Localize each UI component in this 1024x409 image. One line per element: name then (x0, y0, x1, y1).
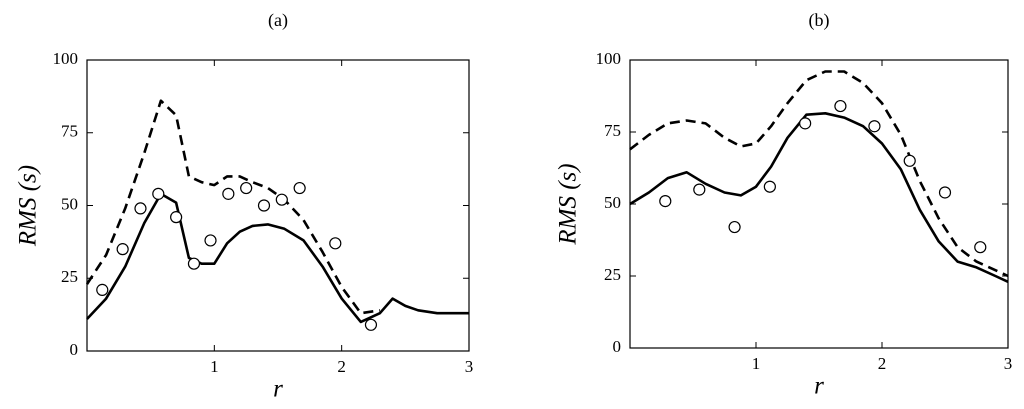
y-tick-label: 0 (70, 340, 79, 359)
series-markers (96, 181, 378, 331)
y-tick-label: 0 (613, 337, 622, 356)
y-tick-label: 100 (596, 49, 622, 68)
y-tick-label: 75 (61, 122, 78, 141)
data-point-marker (659, 195, 672, 208)
y-tick-label: 25 (604, 265, 621, 284)
data-point-marker (938, 186, 952, 199)
panel-title: (b) (809, 10, 830, 31)
data-point-marker (364, 318, 378, 331)
x-tick-label: 3 (465, 357, 474, 376)
plot-frame (629, 59, 1009, 349)
data-point-marker (96, 283, 109, 296)
data-point-marker (974, 241, 987, 254)
x-tick-label: 1 (752, 354, 761, 373)
data-point-marker (293, 181, 306, 195)
data-point-marker (275, 193, 288, 206)
y-tick-label: 75 (604, 121, 621, 140)
x-tick-label: 2 (878, 354, 887, 373)
y-axis-label: RMS (s) (15, 165, 42, 247)
x-tick-label: 3 (1004, 354, 1013, 373)
data-point-marker (868, 120, 881, 133)
x-axis-label: r (814, 373, 824, 400)
data-point-marker (329, 237, 342, 250)
data-point-marker (799, 117, 812, 130)
panel-title: (a) (268, 10, 288, 31)
data-point-marker (257, 199, 271, 212)
x-tick-label: 1 (210, 357, 219, 376)
data-point-marker (116, 243, 129, 256)
y-tick-label: 50 (61, 194, 78, 213)
y-tick-label: 100 (53, 49, 79, 68)
data-point-marker (134, 202, 147, 215)
data-point-marker (903, 154, 916, 167)
y-tick-label: 25 (61, 267, 78, 286)
data-point-marker (693, 183, 706, 196)
series-dashed-line (85, 99, 381, 315)
chart-panel-b: (b) 0 25 50 75 100 1 2 3 r RMS (s) (555, 10, 1013, 400)
data-point-marker (728, 220, 741, 234)
data-point-marker (187, 257, 201, 270)
data-point-marker (152, 187, 165, 200)
data-point-marker (204, 234, 217, 247)
series-markers (659, 99, 987, 254)
data-point-marker (170, 211, 183, 224)
series-solid-line (629, 112, 1009, 283)
data-point-marker (222, 187, 235, 200)
x-tick-label: 2 (337, 357, 346, 376)
y-axis-label: RMS (s) (555, 163, 582, 245)
x-axis-label: r (273, 376, 283, 403)
data-point-marker (240, 181, 253, 195)
series-dashed-line (629, 70, 1009, 278)
data-point-marker (763, 180, 776, 193)
chart-panel-a: (a) 0 25 50 75 100 1 2 3 r RMS (s) (15, 10, 474, 403)
data-point-marker (834, 99, 847, 113)
y-tick-label: 50 (604, 193, 621, 212)
